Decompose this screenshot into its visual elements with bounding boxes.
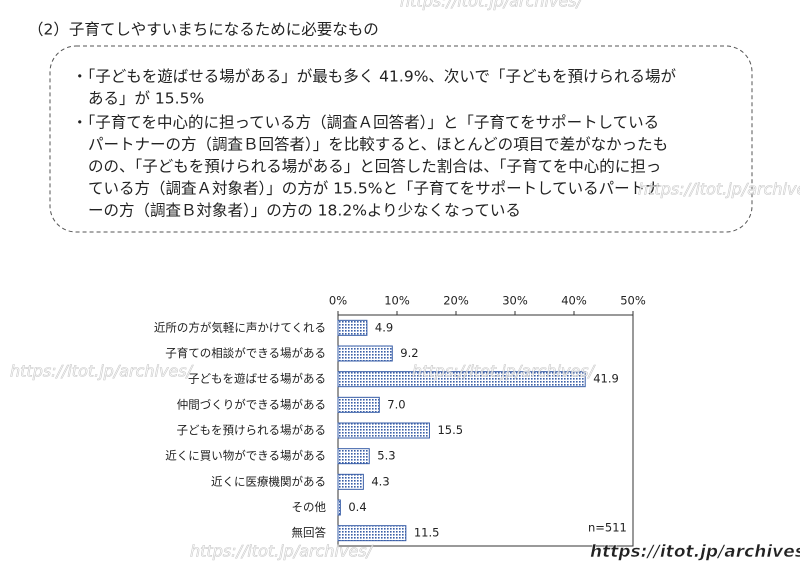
heading: （2）子育てしやすいまちになるために必要なもの — [28, 21, 379, 39]
category-label: 仲間づくりができる場がある — [177, 397, 326, 411]
bar — [337, 499, 341, 516]
bar — [337, 525, 407, 542]
bar — [337, 473, 364, 490]
watermark: https://itot.jp/archives/ — [400, 0, 584, 11]
value-label: 4.9 — [375, 320, 393, 334]
bar — [337, 371, 586, 388]
value-label: 4.3 — [371, 474, 389, 488]
annotation: n=511 — [588, 521, 627, 535]
category-label: 子どもを遊ばせる場がある — [188, 372, 326, 386]
category-label: その他 — [292, 500, 327, 514]
x-tick-label: 0% — [329, 294, 347, 308]
value-label: 7.0 — [387, 397, 405, 411]
x-tick-label: 10% — [384, 294, 410, 308]
category-label: 子どもを預けられる場がある — [177, 423, 327, 437]
bullet-line: ている方（調査Ａ対象者）」の方が 15.5%と「子育てをサポートしているパートナ — [88, 180, 661, 198]
watermark: https://itot.jp/archives/ — [412, 362, 596, 381]
bar — [337, 319, 368, 336]
x-tick-label: 30% — [502, 294, 528, 308]
value-label: 5.3 — [377, 449, 395, 463]
bullet-line: ・「子どもを遊ばせる場がある」が最も多く 41.9%、次いで「子どもを預けられる… — [72, 68, 676, 86]
category-label: 近くに医療機関がある — [211, 474, 326, 488]
bar — [337, 422, 430, 439]
note-box — [49, 45, 753, 233]
bullet-line: のの、「子どもを預けられる場がある」と回答した割合は、「子育てを中心的に担っ — [88, 158, 661, 176]
bar — [337, 448, 370, 465]
bullet-line: ・「子育てを中心的に担っている方（調査Ａ回答者）」と「子育てをサポートしている — [72, 114, 659, 132]
value-label: 9.2 — [400, 346, 418, 360]
value-label: 15.5 — [437, 423, 463, 437]
x-tick-label: 50% — [620, 294, 646, 308]
watermark: https://itot.jp/archives/ — [10, 362, 194, 381]
category-label: 近くに買い物ができる場がある — [165, 449, 326, 463]
bar — [337, 345, 393, 362]
x-tick-label: 40% — [561, 294, 587, 308]
value-label: 41.9 — [593, 372, 619, 386]
category-label: 子育ての相談ができる場がある — [165, 346, 326, 360]
value-label: 11.5 — [414, 526, 440, 540]
bullet-line: ーの方（調査Ｂ対象者）」の方の 18.2%より少なくなっている — [88, 202, 521, 220]
watermark: https://itot.jp/archives/ — [190, 542, 374, 561]
bullet-line: パートナーの方（調査Ｂ回答者）」を比較すると、ほとんどの項目で差がなかったも — [88, 136, 668, 154]
watermark: https://itot.jp/archives/ — [590, 542, 800, 562]
watermark: https://itot.jp/archives/ — [638, 180, 800, 199]
value-label: 0.4 — [348, 500, 366, 514]
category-label: 無回答 — [292, 526, 327, 540]
bar — [337, 396, 380, 413]
bullet-line: ある」が 15.5% — [88, 90, 204, 108]
x-tick-label: 20% — [443, 294, 469, 308]
category-label: 近所の方が気軽に声かけてくれる — [154, 320, 326, 334]
